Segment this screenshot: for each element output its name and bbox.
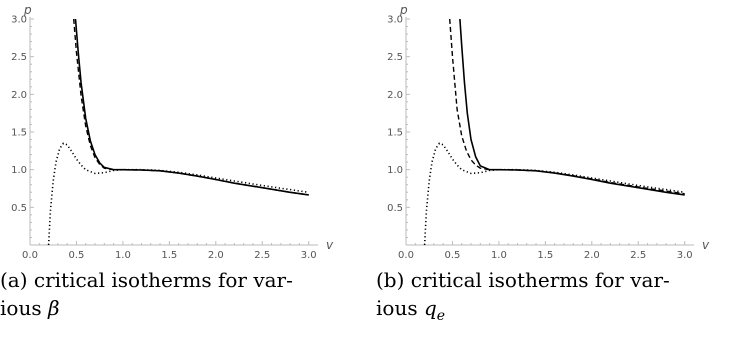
x-tick-label: 0.5 xyxy=(68,250,84,261)
x-tick-label: 2.0 xyxy=(584,250,600,261)
series-line-solid xyxy=(74,19,309,196)
y-axis-label: p xyxy=(23,3,32,17)
series-line-dotted xyxy=(423,142,685,245)
y-tick-label: 1.5 xyxy=(387,128,403,139)
series-line-solid xyxy=(459,19,685,196)
caption-b-subscript: e xyxy=(436,308,446,324)
y-tick-label: 0.5 xyxy=(11,203,27,214)
x-tick-label: 2.5 xyxy=(254,250,270,261)
x-tick-label: 1.5 xyxy=(161,250,177,261)
x-tick-label: 2.0 xyxy=(208,250,224,261)
y-tick-label: 2.5 xyxy=(11,52,27,63)
x-axis-label: v xyxy=(702,238,710,252)
y-tick-label: 1.0 xyxy=(11,165,27,176)
x-tick-label: 3.0 xyxy=(301,250,317,261)
x-tick-label: 0.0 xyxy=(398,250,414,261)
caption-a-text: critical isotherms for var- xyxy=(33,268,293,292)
y-tick-label: 1.5 xyxy=(11,128,27,139)
caption-b-text: critical isotherms for var- xyxy=(410,268,670,292)
figure-panel-b: 0.0 0.5 1.0 1.5 2.0 2.5 3.0 0.5 1.0 1.5 2.0 2.5 3.0 v… xyxy=(376,0,716,345)
y-tick-label: 2.5 xyxy=(387,52,403,63)
caption-a-text2: ious xyxy=(0,296,42,320)
caption-b-text2: ious xyxy=(376,296,418,320)
x-tick-label: 1.0 xyxy=(115,250,131,261)
x-tick-label: 0.5 xyxy=(444,250,460,261)
y-axis-label: p xyxy=(399,3,408,17)
chart-b: 0.0 0.5 1.0 1.5 2.0 2.5 3.0 0.5 1.0 1.5 2.0 2.5 3.0 v… xyxy=(387,3,710,261)
figure-panel-a: 0.0 0.5 1.0 1.5 2.0 2.5 3.0 0.5 1.0 1.5 2.0 2.5 3.0 v… xyxy=(0,0,340,345)
y-tick-label: 0.5 xyxy=(387,203,403,214)
y-tick-label: 3.0 xyxy=(11,15,27,26)
caption-a-label: (a) xyxy=(0,268,28,292)
x-tick-label: 0.0 xyxy=(22,250,38,261)
y-tick-label: 3.0 xyxy=(387,15,403,26)
caption-a: (a) critical isotherms for var- ious β xyxy=(0,266,336,322)
y-tick-label: 2.0 xyxy=(387,90,403,101)
caption-b-symbol: q xyxy=(423,296,437,320)
series-line-dotted xyxy=(47,142,309,245)
x-tick-label: 3.0 xyxy=(677,250,693,261)
x-tick-label: 1.5 xyxy=(537,250,553,261)
x-axis-label: v xyxy=(326,238,334,252)
caption-b: (b) critical isotherms for var- ious qe xyxy=(376,266,712,330)
caption-b-label: (b) xyxy=(376,268,405,292)
x-tick-label: 2.5 xyxy=(630,250,646,261)
y-tick-label: 2.0 xyxy=(11,90,27,101)
series-line-dashed xyxy=(73,19,309,196)
chart-a: 0.0 0.5 1.0 1.5 2.0 2.5 3.0 0.5 1.0 1.5 2.0 2.5 3.0 v… xyxy=(11,3,334,261)
caption-a-symbol: β xyxy=(47,296,60,320)
x-tick-label: 1.0 xyxy=(491,250,507,261)
y-tick-label: 1.0 xyxy=(387,165,403,176)
